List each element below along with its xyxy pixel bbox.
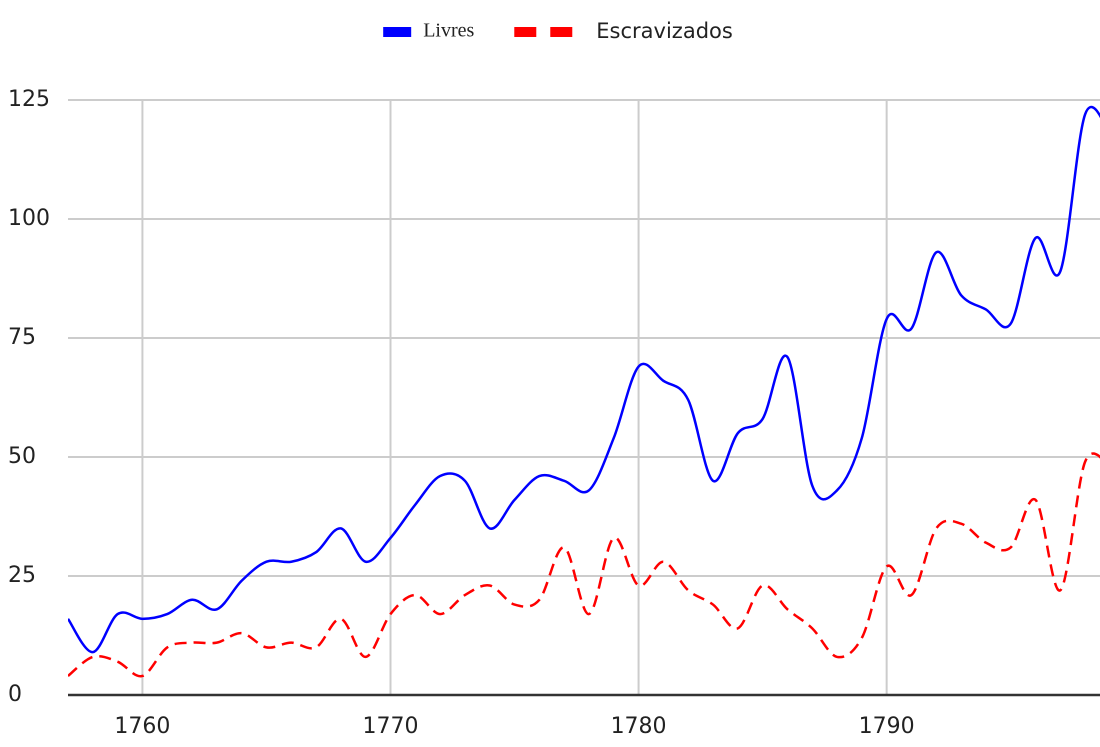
legend-swatch <box>383 27 412 37</box>
y-tick-label: 0 <box>8 682 22 707</box>
legend-item: Escravizados <box>514 19 733 43</box>
y-tick-label: 75 <box>8 325 36 350</box>
x-tick-label: 1770 <box>363 714 419 739</box>
y-tick-label: 50 <box>8 444 36 469</box>
x-tick-label: 1790 <box>859 714 915 739</box>
legend-label: Livres <box>423 20 474 42</box>
line-series <box>68 452 1100 678</box>
y-tick-label: 25 <box>8 563 36 588</box>
line-series <box>68 105 1100 654</box>
x-tick-label: 1760 <box>114 714 170 739</box>
x-tick-label: 1780 <box>611 714 667 739</box>
y-tick-label: 125 <box>8 87 50 112</box>
plot-area <box>68 105 1100 678</box>
legend-item: Livres <box>383 20 474 42</box>
legend-label: Escravizados <box>596 19 733 43</box>
legend: Livres Escravizados <box>383 19 733 43</box>
y-tick-label: 100 <box>8 206 50 231</box>
